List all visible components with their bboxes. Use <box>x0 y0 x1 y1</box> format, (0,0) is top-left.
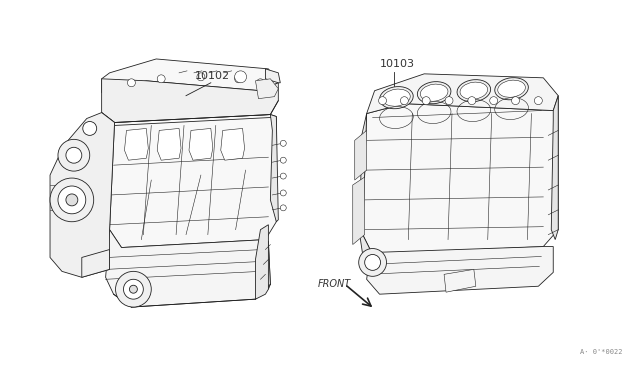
Circle shape <box>257 79 264 87</box>
Circle shape <box>511 97 520 105</box>
Polygon shape <box>367 74 558 113</box>
Ellipse shape <box>460 82 488 99</box>
Polygon shape <box>444 269 476 292</box>
Text: 10103: 10103 <box>380 59 415 69</box>
Circle shape <box>468 97 476 105</box>
Circle shape <box>358 248 387 276</box>
Ellipse shape <box>380 87 413 109</box>
Circle shape <box>534 97 542 105</box>
Circle shape <box>66 147 82 163</box>
Polygon shape <box>270 115 278 222</box>
Polygon shape <box>221 128 244 160</box>
Circle shape <box>66 194 78 206</box>
Polygon shape <box>353 177 365 244</box>
Circle shape <box>83 122 97 135</box>
Polygon shape <box>109 115 276 247</box>
Circle shape <box>401 97 408 105</box>
Polygon shape <box>355 131 367 180</box>
Polygon shape <box>82 250 109 277</box>
Polygon shape <box>266 240 270 289</box>
Text: 10102: 10102 <box>195 71 230 81</box>
Circle shape <box>365 254 381 270</box>
Circle shape <box>116 271 151 307</box>
Ellipse shape <box>457 80 491 102</box>
Circle shape <box>235 71 246 83</box>
Ellipse shape <box>383 89 410 106</box>
Polygon shape <box>266 69 280 83</box>
Polygon shape <box>255 225 268 299</box>
Text: FRONT: FRONT <box>318 279 351 289</box>
Circle shape <box>445 97 453 105</box>
Polygon shape <box>157 128 181 160</box>
Circle shape <box>280 173 286 179</box>
Circle shape <box>124 279 143 299</box>
Polygon shape <box>367 247 553 294</box>
Circle shape <box>129 285 138 293</box>
Ellipse shape <box>495 78 529 100</box>
Polygon shape <box>551 96 558 240</box>
Polygon shape <box>360 113 372 254</box>
Polygon shape <box>102 59 278 93</box>
Circle shape <box>422 97 430 105</box>
Circle shape <box>235 75 243 83</box>
Circle shape <box>280 205 286 211</box>
Polygon shape <box>189 128 213 160</box>
Polygon shape <box>255 79 278 99</box>
Circle shape <box>58 186 86 214</box>
Ellipse shape <box>420 84 448 101</box>
Circle shape <box>280 140 286 146</box>
Polygon shape <box>363 96 558 254</box>
Ellipse shape <box>498 80 525 97</box>
Ellipse shape <box>417 81 451 104</box>
Polygon shape <box>106 230 270 307</box>
Circle shape <box>197 73 205 81</box>
Circle shape <box>378 97 387 105</box>
Circle shape <box>157 75 165 83</box>
Circle shape <box>490 97 498 105</box>
Polygon shape <box>102 79 278 122</box>
Circle shape <box>127 79 136 87</box>
Circle shape <box>58 140 90 171</box>
Circle shape <box>280 157 286 163</box>
Circle shape <box>50 178 93 222</box>
Polygon shape <box>124 128 148 160</box>
Text: A· 0'*0022: A· 0'*0022 <box>580 349 623 355</box>
Circle shape <box>280 190 286 196</box>
Polygon shape <box>50 113 115 277</box>
